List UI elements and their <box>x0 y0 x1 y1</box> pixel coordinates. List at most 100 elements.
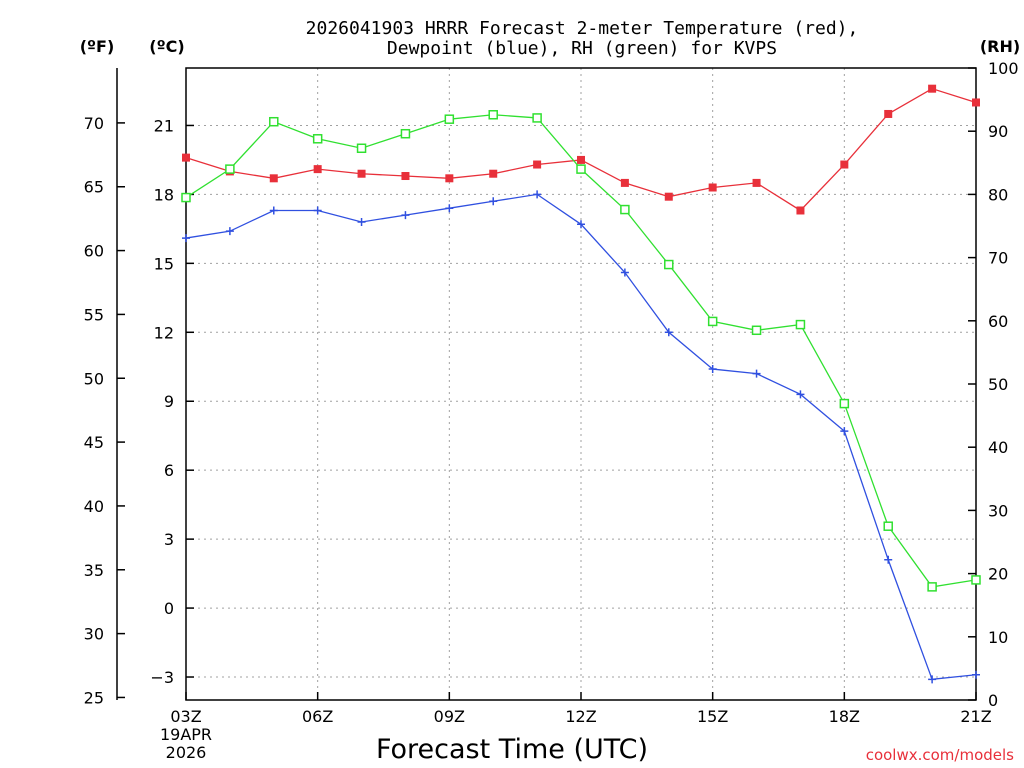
chart-title-line2: Dewpoint (blue), RH (green) for KVPS <box>387 38 777 59</box>
rh-point <box>225 164 235 174</box>
rh-point <box>488 110 498 120</box>
date-label-day: 19APR <box>160 725 212 744</box>
celsius-tick-label: 21 <box>154 116 174 135</box>
rh-point <box>181 192 191 203</box>
dewpoint-point <box>664 328 673 337</box>
temperature-point <box>357 169 366 178</box>
temperature-point <box>269 174 278 183</box>
temperature-point <box>796 206 805 215</box>
temperature-point <box>533 160 542 169</box>
rh-point <box>620 204 630 215</box>
time-tick-label: 06Z <box>302 707 333 726</box>
dewpoint-point <box>269 206 278 215</box>
rh-point <box>356 143 367 154</box>
rh-tick-label: 100 <box>988 59 1019 78</box>
celsius-tick-label: 6 <box>164 461 174 480</box>
dewpoint-point <box>840 427 849 436</box>
time-tick-label: 21Z <box>960 707 991 726</box>
dewpoint-point <box>182 234 190 243</box>
rh-tick-label: 90 <box>988 122 1008 141</box>
fahrenheit-tick-label: 55 <box>84 305 104 324</box>
rh-point <box>269 116 279 127</box>
dewpoint-point <box>225 227 234 236</box>
celsius-axis: −3 0 3 6 9 12 15 18 21 <box>150 116 194 687</box>
time-tick-label: 15Z <box>697 707 728 726</box>
series-layer <box>181 84 981 684</box>
dewpoint-point <box>445 204 454 213</box>
fahrenheit-unit-label: (ºF) <box>80 37 115 56</box>
fahrenheit-tick-label: 65 <box>84 178 104 197</box>
dewpoint-point <box>796 390 805 399</box>
celsius-tick-label: 9 <box>164 392 174 411</box>
rh-unit-label: (RH) <box>980 37 1020 56</box>
fahrenheit-axis: 25 30 35 40 45 50 55 60 65 70 <box>84 114 125 707</box>
rh-point <box>664 259 674 270</box>
temperature-point <box>884 109 893 118</box>
dewpoint-point <box>708 365 717 374</box>
celsius-unit-label: (ºC) <box>149 37 184 56</box>
dewpoint-point <box>620 268 629 277</box>
dewpoint-point <box>972 670 980 679</box>
fahrenheit-tick-label: 30 <box>84 625 104 644</box>
fahrenheit-tick-label: 70 <box>84 114 104 133</box>
temperature-point <box>620 178 629 187</box>
temperature-point <box>708 183 717 192</box>
celsius-tick-label: 12 <box>154 323 174 342</box>
fahrenheit-tick-label: 60 <box>84 242 104 261</box>
temperature-point <box>664 192 673 201</box>
rh-point <box>839 398 850 409</box>
time-tick-label: 03Z <box>170 707 201 726</box>
dewpoint-point <box>357 217 366 226</box>
rh-point <box>576 164 586 174</box>
rh-point <box>532 113 542 123</box>
rh-axis: 0 10 20 30 40 50 60 70 80 90 100 <box>968 59 1019 710</box>
temperature-point <box>445 174 454 183</box>
rh-tick-label: 60 <box>988 312 1008 331</box>
dewpoint-point <box>401 211 410 220</box>
rh-point <box>707 316 718 327</box>
time-tick-label: 12Z <box>565 707 596 726</box>
fahrenheit-tick-label: 45 <box>84 433 104 452</box>
rh-tick-label: 10 <box>988 628 1008 647</box>
dewpoint-point <box>577 220 585 229</box>
time-axis: 03Z 06Z 09Z 12Z 15Z 18Z 21Z <box>170 692 992 726</box>
chart-title-line1: 2026041903 HRRR Forecast 2-meter Tempera… <box>306 18 859 39</box>
celsius-tick-label: 15 <box>154 254 174 273</box>
rh-point <box>444 114 455 124</box>
rh-tick-label: 20 <box>988 565 1008 584</box>
rh-point <box>751 325 762 336</box>
temperature-point <box>313 165 322 174</box>
fahrenheit-tick-label: 25 <box>84 688 104 707</box>
celsius-tick-label: 18 <box>154 185 174 204</box>
credit-link[interactable]: coolwx.com/models <box>866 746 1014 764</box>
rh-point <box>883 521 893 531</box>
rh-tick-label: 50 <box>988 375 1008 394</box>
rh-tick-label: 0 <box>988 691 998 710</box>
rh-point <box>400 128 411 139</box>
dewpoint-point <box>489 197 498 206</box>
temperature-line <box>185 87 977 212</box>
temperature-point <box>752 178 761 187</box>
celsius-tick-label: 3 <box>164 530 174 549</box>
dewpoint-point <box>313 206 322 215</box>
time-tick-label: 09Z <box>434 707 465 726</box>
rh-point <box>795 319 806 330</box>
celsius-tick-label: 0 <box>164 599 174 618</box>
dewpoint-point <box>928 675 937 684</box>
dewpoint-point <box>884 555 893 564</box>
fahrenheit-tick-label: 35 <box>84 561 104 580</box>
rh-tick-label: 30 <box>988 501 1008 520</box>
dewpoint-point <box>533 190 542 199</box>
rh-tick-label: 70 <box>988 249 1008 268</box>
temperature-point <box>401 172 410 181</box>
time-tick-label: 18Z <box>829 707 860 726</box>
fahrenheit-tick-label: 40 <box>84 497 104 516</box>
rh-point <box>927 582 937 592</box>
dewpoint-point <box>752 369 761 378</box>
fahrenheit-tick-label: 50 <box>84 369 104 388</box>
rh-tick-label: 80 <box>988 185 1008 204</box>
date-label-year: 2026 <box>166 743 207 762</box>
x-axis-title: Forecast Time (UTC) <box>376 734 648 765</box>
temperature-point <box>928 84 937 93</box>
